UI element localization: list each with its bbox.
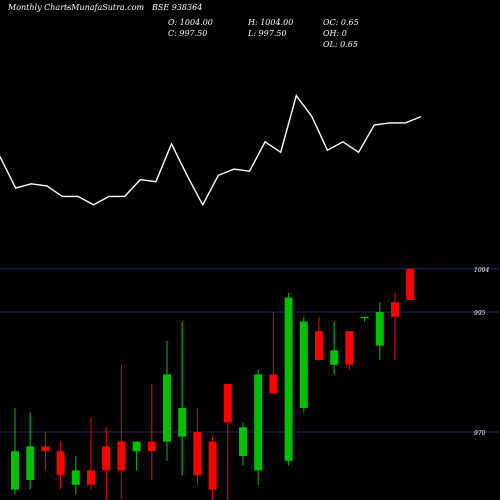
candle-body [193,432,202,476]
candle-body [102,446,111,471]
candle-body [375,312,384,346]
candle-body [208,441,217,490]
ohlc-ol: OL: 0.65 [323,40,358,49]
candle-body [11,451,19,490]
candle-body [284,297,293,461]
candle-body [299,321,308,408]
ohlc-open: O: 1004.00 [168,18,213,27]
ohlc-low: L: 997.50 [248,29,287,38]
candle-body [391,302,399,317]
candle-body [147,441,156,452]
candle-body [71,470,80,485]
y-tick-label: 1004 [474,267,489,274]
candle-body [117,441,126,471]
candle-body [87,470,95,485]
candle-body [163,374,171,442]
chart-title-right: BSE 938364 [152,3,203,12]
indicator-line [0,94,422,207]
candle-body [132,441,141,452]
candle-body [345,331,354,365]
candle-body [406,268,415,300]
candle-body [254,374,263,471]
ohlc-oh: OH: 0 [323,29,347,38]
ohlc-oc: OC: 0.65 [323,18,359,27]
candle-body [330,350,339,365]
candle-body [56,451,65,476]
candle-body [315,331,323,360]
candle-body [41,446,50,452]
ohlc-close: C: 997.50 [168,29,208,38]
candle-body [178,408,187,437]
ohlc-high: H: 1004.00 [248,18,294,27]
candle-body [239,427,247,456]
chart-title-middle: - MunafaSutra.com [66,3,145,12]
candle-body [360,316,369,319]
candle-body [26,446,35,480]
y-tick-label: 995 [474,310,486,317]
chart-title-left: Monthly Charts [8,3,72,12]
candle-body [269,374,278,394]
candle-body [223,384,232,423]
y-tick-label: 970 [474,430,486,437]
